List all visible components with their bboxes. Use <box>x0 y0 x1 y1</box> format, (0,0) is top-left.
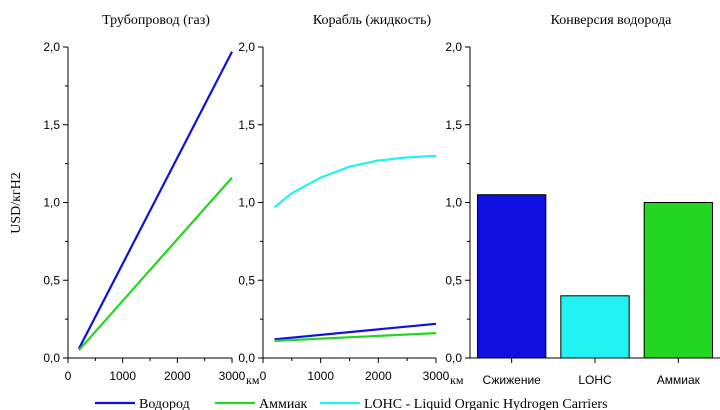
ship-y-tick-label: 1,0 <box>238 196 255 210</box>
legend-label-hydrogen: Водород <box>139 397 190 410</box>
pipeline-x-tick-label: 3000 <box>219 369 246 383</box>
legend-label-ammonia: Аммиак <box>259 397 308 410</box>
conversion-category-label: Аммиак <box>657 373 701 387</box>
pipeline-chart-title: Трубопровод (газ) <box>102 13 210 28</box>
ship-y-tick-label: 2,0 <box>238 40 255 54</box>
ship-x-tick-label: 3000 <box>423 369 450 383</box>
conversion-bar-ammonia <box>643 202 714 359</box>
conversion-bar-hydrogen <box>477 194 547 359</box>
conversion-category-label: Сжижение <box>482 373 541 387</box>
pipeline-y-tick-label: 1,5 <box>43 118 60 132</box>
conversion-chart-title: Конверсия водорода <box>551 13 672 28</box>
conversion-bar-lohc <box>560 295 630 359</box>
pipeline-y-tick-label: 0,0 <box>43 351 60 365</box>
conversion-chart: Конверсия водорода 0,0 0,5 1,0 1,5 2,0 Сжижен… <box>445 13 720 387</box>
ship-y-tick-label: 1,5 <box>238 118 255 132</box>
ship-series-hydrogen <box>274 322 437 341</box>
ship-chart: Корабль (жидкость) 0,0 0,5 1,0 1,5 2,0 0 1000 2… <box>238 13 464 387</box>
conversion-y-tick-label: 0,0 <box>445 351 462 365</box>
pipeline-series-hydrogen <box>77 51 233 350</box>
ship-x-unit-label: км <box>450 373 464 387</box>
pipeline-y-tick-label: 1,0 <box>43 196 60 210</box>
pipeline-x-unit-label: км <box>246 373 260 387</box>
pipeline-x-tick-label: 2000 <box>164 369 191 383</box>
conversion-y-tick-label: 0,5 <box>445 273 462 287</box>
pipeline-chart: Трубопровод (газ) 0,0 0,5 1,0 1,5 2,0 0 1000 20… <box>43 13 260 387</box>
conversion-y-tick-label: 2,0 <box>445 40 462 54</box>
y-axis-label: USD/кгH2 <box>9 172 24 234</box>
ship-y-tick-label: 0,0 <box>238 351 255 365</box>
ship-x-tick-label: 2000 <box>365 369 392 383</box>
ship-x-tick-label: 1000 <box>307 369 334 383</box>
legend: Водород Аммиак LOHC - Liquid Organic Hyd… <box>95 397 608 410</box>
ship-x-tick-label: 0 <box>260 369 267 383</box>
ship-series-ammonia <box>274 332 437 342</box>
conversion-y-tick-label: 1,5 <box>445 118 462 132</box>
ship-y-tick-label: 0,5 <box>238 273 255 287</box>
ship-chart-title: Корабль (жидкость) <box>313 13 432 28</box>
conversion-category-label: LOHC <box>578 373 612 387</box>
pipeline-x-tick-label: 1000 <box>109 369 136 383</box>
legend-label-lohc: LOHC - Liquid Organic Hydrogen Carriers <box>364 397 608 410</box>
pipeline-x-tick-label: 0 <box>65 369 72 383</box>
pipeline-y-tick-label: 0,5 <box>43 273 60 287</box>
ship-series-lohc <box>273 154 437 209</box>
pipeline-series-ammonia <box>78 176 233 351</box>
conversion-y-tick-label: 1,0 <box>445 196 462 210</box>
pipeline-y-tick-label: 2,0 <box>43 40 60 54</box>
